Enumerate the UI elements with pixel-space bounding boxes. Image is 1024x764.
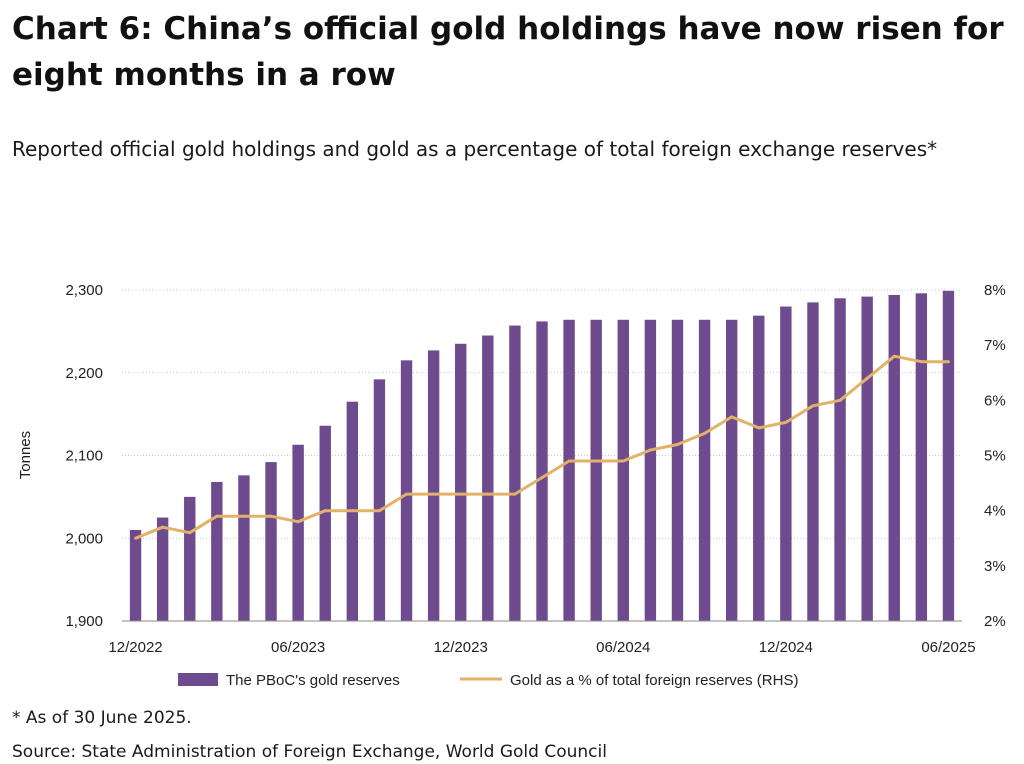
line-point xyxy=(134,536,138,540)
bar xyxy=(455,343,467,621)
line-point xyxy=(730,415,734,419)
line-point xyxy=(946,360,950,364)
bar xyxy=(861,296,873,621)
line-point xyxy=(919,360,923,364)
bar xyxy=(753,315,765,621)
line-point xyxy=(486,492,490,496)
bar xyxy=(888,294,900,621)
line-series xyxy=(134,354,950,540)
bar xyxy=(834,298,846,621)
x-tick-label: 12/2022 xyxy=(108,639,162,656)
bar xyxy=(725,319,738,621)
line-point xyxy=(188,531,192,535)
line-point xyxy=(513,492,517,496)
bar xyxy=(617,319,629,621)
line-point xyxy=(892,354,896,358)
bar xyxy=(590,319,602,621)
bar xyxy=(563,319,575,621)
line-point xyxy=(675,442,679,446)
y2-axis-ticks: 2% 3% 4% 5% 6% 7% 8% xyxy=(984,282,1006,630)
line-point xyxy=(784,420,788,424)
line-point xyxy=(405,492,409,496)
x-tick-label: 12/2023 xyxy=(434,639,488,656)
bar xyxy=(129,529,142,621)
line-point xyxy=(567,459,571,463)
bar xyxy=(156,517,169,621)
y2-tick-label: 4% xyxy=(984,503,1006,520)
chart-title: Chart 6: China’s official gold holdings … xyxy=(12,11,1004,93)
x-tick-label: 06/2025 xyxy=(921,639,975,656)
line-point xyxy=(242,514,246,518)
line-point xyxy=(838,398,842,402)
line-point xyxy=(811,404,815,408)
bar xyxy=(238,475,250,621)
x-tick-label: 06/2024 xyxy=(596,639,650,656)
bar xyxy=(698,319,711,621)
gold-holdings-chart: 1,900 2,000 2,100 2,200 2,300 2% 3% 4% 5% 6% 7% 8%… xyxy=(17,282,1006,689)
line-point xyxy=(459,492,463,496)
x-tick-label: 06/2023 xyxy=(271,639,325,656)
line-point xyxy=(621,459,625,463)
footnote: * As of 30 June 2025. xyxy=(12,708,192,728)
y-tick-label: 2,300 xyxy=(65,282,103,299)
y-tick-label: 2,200 xyxy=(65,365,103,382)
bar xyxy=(265,462,277,621)
bar xyxy=(319,425,331,621)
line-point xyxy=(594,459,598,463)
bar xyxy=(644,319,657,621)
bar xyxy=(942,290,955,621)
y2-tick-label: 5% xyxy=(984,448,1006,465)
line-point xyxy=(540,476,544,480)
bar xyxy=(509,325,521,621)
line-point xyxy=(703,431,707,435)
y2-tick-label: 2% xyxy=(984,613,1006,630)
line-point xyxy=(269,514,273,518)
bar xyxy=(400,360,413,621)
bar xyxy=(373,379,386,621)
line-point xyxy=(215,514,219,518)
bar xyxy=(427,350,440,621)
line-point xyxy=(377,509,381,513)
bar xyxy=(915,293,928,621)
legend-line-label: Gold as a % of total foreign reserves (R… xyxy=(510,672,798,689)
y-tick-label: 2,100 xyxy=(65,448,103,465)
line-point xyxy=(161,525,165,529)
x-axis-ticks: 12/2022 06/2023 12/2023 06/2024 12/2024 06/20… xyxy=(108,639,975,656)
line-point xyxy=(296,520,300,524)
bar xyxy=(482,335,494,621)
bar xyxy=(807,302,819,621)
line-point xyxy=(757,426,761,430)
y2-tick-label: 8% xyxy=(984,282,1006,299)
line-point xyxy=(432,492,436,496)
line-point xyxy=(350,509,354,513)
y2-tick-label: 3% xyxy=(984,558,1006,575)
y2-tick-label: 6% xyxy=(984,392,1006,409)
legend-bar-swatch xyxy=(178,673,218,686)
x-tick-label: 12/2024 xyxy=(759,639,813,656)
line-point xyxy=(648,448,652,452)
bar xyxy=(292,444,304,621)
bar xyxy=(536,321,548,621)
y2-tick-label: 7% xyxy=(984,337,1006,354)
bar xyxy=(780,306,792,621)
y-axis-ticks: 1,900 2,000 2,100 2,200 2,300 xyxy=(65,282,103,630)
bar xyxy=(184,496,196,621)
legend-bar-label: The PBoC's gold reserves xyxy=(226,672,400,689)
bar xyxy=(671,319,684,621)
y-axis-title: Tonnes xyxy=(17,431,34,479)
bar xyxy=(211,481,223,621)
source-note: Source: State Administration of Foreign … xyxy=(12,742,607,762)
line-point xyxy=(323,509,327,513)
line-point xyxy=(865,376,869,380)
y-tick-label: 2,000 xyxy=(65,530,103,547)
y-tick-label: 1,900 xyxy=(65,613,103,630)
legend: The PBoC's gold reserves Gold as a % of … xyxy=(178,672,798,689)
chart-subtitle: Reported official gold holdings and gold… xyxy=(12,137,938,161)
